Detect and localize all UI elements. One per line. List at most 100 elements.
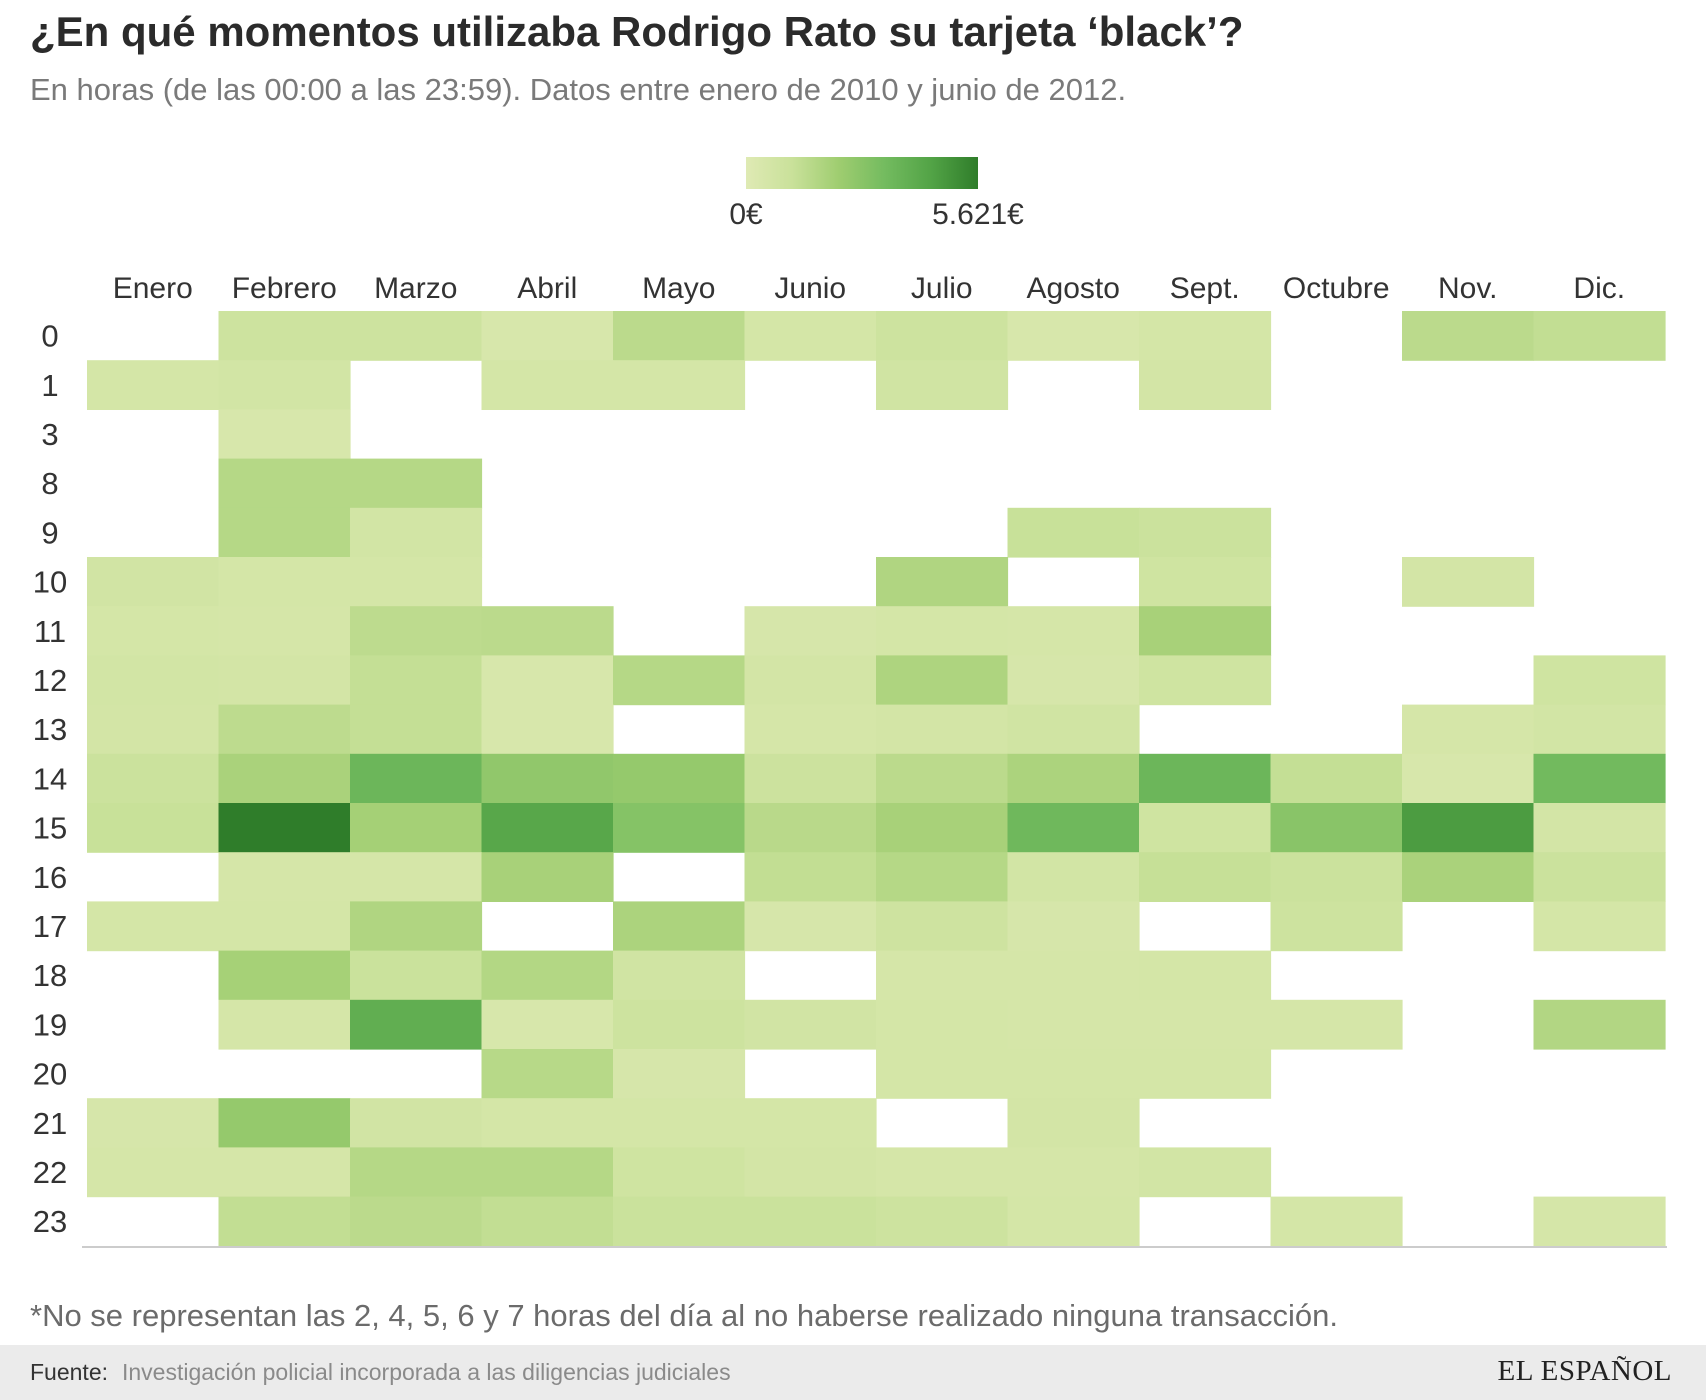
heatmap-cell: [1270, 803, 1403, 853]
heatmap-cell: [1007, 606, 1140, 656]
heatmap-cell: [481, 999, 614, 1050]
heatmap-cell: [876, 753, 1009, 804]
heatmap-cell: [1402, 311, 1535, 361]
heatmap-cell: [744, 999, 877, 1050]
heatmap-cell: [218, 950, 351, 1001]
heatmap-cell: [87, 803, 220, 853]
y-tick-label: 3: [41, 417, 58, 452]
el-espanol-logo: EL ESPAÑOL: [1497, 1355, 1672, 1387]
heatmap-cell: [744, 1196, 877, 1247]
heatmap-cell: [1007, 311, 1140, 361]
heatmap-cell: [350, 606, 483, 656]
heatmap-cell: [1402, 753, 1535, 804]
heatmap-cell: [1270, 753, 1403, 804]
heatmap-cell: [1007, 1196, 1140, 1247]
heatmap-cell: [744, 606, 877, 656]
heatmap-cell: [218, 753, 351, 804]
heatmap-cell: [350, 1098, 483, 1148]
heatmap-cell: [1007, 1098, 1140, 1148]
heatmap-cell: [744, 704, 877, 755]
heatmap-cell: [87, 557, 220, 607]
y-tick-label: 15: [33, 811, 67, 846]
chart-subtitle: En horas (de las 00:00 a las 23:59). Dat…: [30, 72, 1127, 107]
heatmap-cell: [218, 655, 351, 706]
heatmap-cell: [744, 311, 877, 361]
heatmap-cell: [1139, 360, 1272, 410]
heatmap-cell: [744, 1098, 877, 1148]
heatmap-cell: [1007, 753, 1140, 804]
heatmap-cell: [1139, 1147, 1272, 1198]
heatmap-cell: [613, 950, 746, 1001]
heatmap-cell: [1139, 311, 1272, 361]
x-tick-label: Febrero: [232, 272, 337, 305]
heatmap-cell: [876, 803, 1009, 853]
heatmap-cell: [744, 753, 877, 804]
heatmap-cell: [1139, 507, 1272, 558]
x-tick-label: Julio: [911, 272, 973, 305]
heatmap-cell: [1007, 704, 1140, 755]
heatmap-cell: [481, 1049, 614, 1099]
heatmap-cell: [87, 655, 220, 706]
x-tick-label: Abril: [517, 272, 577, 305]
heatmap-cell: [350, 999, 483, 1050]
heatmap-cell: [481, 1196, 614, 1247]
heatmap-cell: [613, 311, 746, 361]
heatmap-cell: [744, 1147, 877, 1198]
heatmap-cell: [876, 852, 1009, 902]
y-tick-label: 21: [33, 1106, 67, 1141]
heatmap-cell: [87, 606, 220, 656]
heatmap-cell: [218, 458, 351, 509]
y-tick-label: 22: [33, 1155, 67, 1190]
heatmap-cell: [350, 950, 483, 1001]
heatmap-cell: [1533, 803, 1666, 853]
heatmap-cell: [1007, 852, 1140, 902]
source-text: Investigación policial incorporada a las…: [122, 1359, 731, 1385]
heatmap-cell: [350, 753, 483, 804]
heatmap-cell: [1533, 704, 1666, 755]
y-tick-label: 17: [33, 909, 67, 944]
heatmap-cell: [1139, 1049, 1272, 1099]
heatmap-cell: [481, 852, 614, 902]
heatmap-cell: [87, 1147, 220, 1198]
heatmap-cell: [1533, 852, 1666, 902]
chart-title: ¿En qué momentos utilizaba Rodrigo Rato …: [30, 8, 1244, 55]
heatmap-cell: [87, 753, 220, 804]
x-tick-label: Octubre: [1283, 272, 1390, 305]
heatmap-cell: [1139, 852, 1272, 902]
heatmap-cell: [613, 1098, 746, 1148]
legend-color-bar: [746, 157, 978, 189]
heatmap-cell: [1007, 1049, 1140, 1099]
y-tick-label: 12: [33, 663, 67, 698]
heatmap-cell: [744, 655, 877, 706]
heatmap-cell: [350, 311, 483, 361]
heatmap-cell: [1007, 1147, 1140, 1198]
heatmap-cell: [876, 606, 1009, 656]
heatmap-cell: [87, 704, 220, 755]
x-tick-label: Nov.: [1438, 272, 1497, 305]
heatmap-cell: [613, 753, 746, 804]
heatmap-cell: [481, 704, 614, 755]
heatmap-cell: [218, 360, 351, 410]
heatmap-cell: [481, 950, 614, 1001]
y-tick-label: 18: [33, 958, 67, 993]
heatmap-cell: [613, 1147, 746, 1198]
x-tick-label: Marzo: [374, 272, 457, 305]
heatmap-cell: [613, 999, 746, 1050]
heatmap-cell: [876, 1049, 1009, 1099]
heatmap-cell: [1139, 950, 1272, 1001]
x-tick-label: Sept.: [1170, 272, 1240, 305]
heatmap-cell: [1402, 557, 1535, 607]
heatmap-cell: [1007, 655, 1140, 706]
heatmap-cell: [876, 1196, 1009, 1247]
y-tick-label: 1: [41, 368, 58, 403]
heatmap-cell: [876, 1147, 1009, 1198]
heatmap-cell: [350, 901, 483, 952]
heatmap-cell: [1533, 655, 1666, 706]
heatmap-cell: [1139, 606, 1272, 656]
heatmap-cell: [744, 803, 877, 853]
heatmap-cell: [1139, 557, 1272, 607]
y-tick-label: 10: [33, 565, 67, 600]
x-tick-label: Enero: [113, 272, 193, 305]
heatmap-chart: 0€ 5.621€ Enero Febrero Marzo Abril Mayo Juni…: [33, 157, 1667, 1248]
x-tick-label: Agosto: [1027, 272, 1120, 305]
